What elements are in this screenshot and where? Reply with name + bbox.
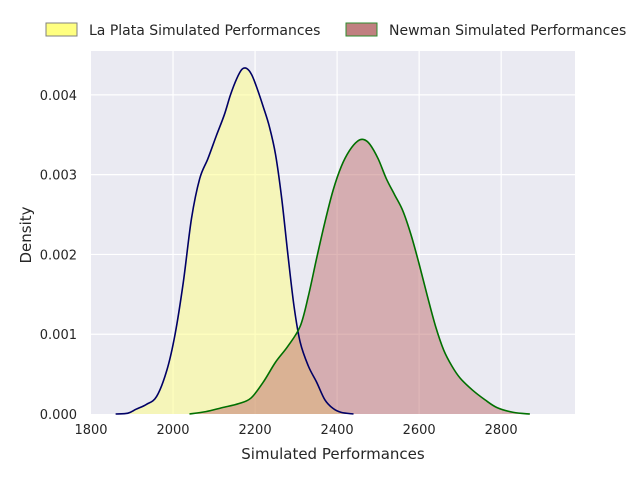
x-tick-label: 2600 [403,423,436,438]
y-axis-label: Density [17,206,35,263]
y-tick-label: 0.002 [40,248,77,263]
legend-swatch-newman [345,22,378,37]
legend-label-newman: Newman Simulated Performances [389,23,626,39]
density-area-la-plata [115,67,354,414]
legend-label-la-plata: La Plata Simulated Performances [89,23,320,39]
x-tick-label: 2200 [239,423,272,438]
legend: La Plata Simulated Performances Newman S… [45,22,626,39]
density-series [115,67,530,415]
x-tick-label: 2400 [321,423,354,438]
density-area-newman [189,139,530,414]
x-tick-label: 1800 [74,423,107,438]
x-tick-label: 2800 [485,423,518,438]
y-tick-label: 0.003 [40,169,77,184]
y-tick-label: 0.004 [40,89,77,104]
x-axis-label: Simulated Performances [241,445,425,463]
legend-swatch-la-plata [45,22,78,37]
y-tick-label: 0.001 [40,328,77,343]
x-tick-labels: 1800 2000 2200 2400 2600 2800 [74,423,517,438]
y-tick-labels: 0.000 0.001 0.002 0.003 0.004 [40,89,77,423]
density-line-newman [189,138,530,415]
x-tick-label: 2000 [156,423,189,438]
y-tick-label: 0.000 [40,408,77,423]
density-line-la-plata [115,67,354,415]
